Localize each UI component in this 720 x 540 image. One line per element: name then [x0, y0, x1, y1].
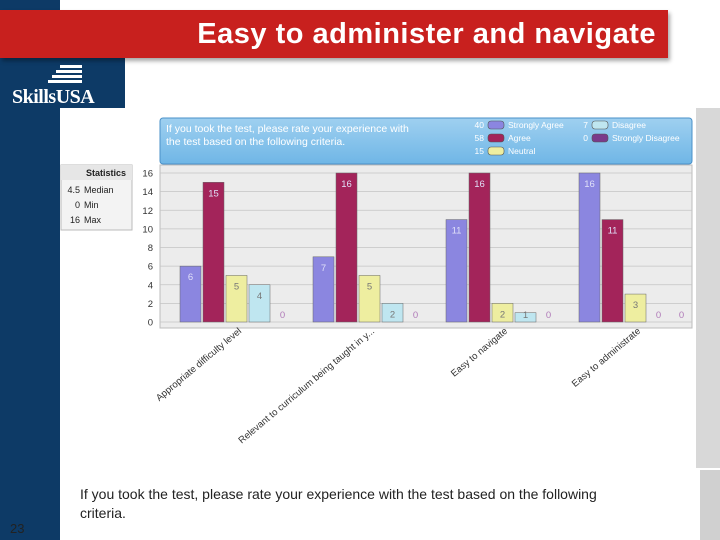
- legend-count: 0: [583, 133, 588, 143]
- statistics-value: 4.5: [67, 185, 80, 195]
- chart-legend: 40 Strongly Agree 58 Agree 15 Neutral 7 Disagre…: [475, 120, 680, 156]
- x-category-label: Appropriate difficulty level: [154, 326, 244, 404]
- legend-swatch: [487, 133, 505, 143]
- y-tick-label: 6: [148, 262, 153, 273]
- bar-value-label: 1: [523, 310, 528, 321]
- logo-emblem-icon: [48, 65, 82, 83]
- statistics-box: Statistics 4.5 Median 0 Min 16 Max: [60, 164, 133, 231]
- x-category-label: Easy to administrate: [570, 326, 643, 390]
- bar: [225, 275, 248, 323]
- legend-count: 58: [475, 133, 485, 143]
- statistics-title: Statistics: [86, 168, 126, 178]
- statistics-value: 0: [75, 200, 80, 210]
- slide-number: 23: [10, 521, 25, 536]
- bar-value-label: 7: [321, 263, 326, 274]
- legend-count: 7: [583, 120, 588, 130]
- right-edge-strip: [696, 108, 720, 468]
- legend-count: 40: [475, 120, 485, 130]
- bar: [335, 172, 358, 323]
- chart-title-line-2: the test based on the following criteria…: [166, 136, 345, 148]
- y-tick-label: 8: [148, 243, 153, 254]
- x-category-label: Easy to navigate: [449, 326, 510, 380]
- bar: [202, 182, 225, 323]
- bar-value-label: 5: [234, 281, 239, 292]
- y-tick-label: 4: [148, 280, 153, 291]
- statistics-label: Max: [84, 215, 102, 225]
- statistics-label: Min: [84, 200, 99, 210]
- x-category-label: Relevant to curriculum being taught in y…: [236, 326, 376, 446]
- y-tick-label: 14: [142, 187, 153, 198]
- bar-value-label: 0: [656, 310, 661, 321]
- bar: [514, 312, 537, 323]
- bar-value-label: 11: [608, 226, 618, 237]
- y-tick-label: 0: [148, 318, 153, 329]
- legend-swatch: [591, 120, 609, 130]
- bar-value-label: 0: [679, 310, 684, 321]
- legend-label: Strongly Agree: [508, 120, 564, 130]
- logo-text: SkillsUSA: [12, 86, 95, 108]
- y-tick-label: 12: [142, 206, 153, 217]
- bar-value-label: 0: [280, 310, 285, 321]
- bar-value-label: 11: [452, 226, 462, 237]
- right-edge-strip-lower: [700, 470, 720, 540]
- statistics-value: 16: [70, 215, 80, 225]
- bar-value-label: 2: [390, 309, 395, 320]
- legend-label: Disagree: [612, 120, 646, 130]
- bar-value-label: 16: [474, 179, 485, 190]
- bar-value-label: 3: [633, 300, 638, 311]
- legend-swatch: [591, 133, 609, 143]
- survey-bar-chart: If you took the test, please rate your e…: [60, 117, 693, 446]
- bar: [624, 293, 647, 323]
- title-bar: Easy to administer and navigate: [0, 10, 668, 58]
- bar-value-label: 16: [341, 179, 352, 190]
- legend-swatch: [487, 146, 505, 156]
- bar: [445, 219, 468, 323]
- legend-label: Neutral: [508, 146, 536, 156]
- y-tick-label: 16: [142, 169, 153, 180]
- bar-value-label: 2: [500, 309, 505, 320]
- chart-title-line-1: If you took the test, please rate your e…: [166, 123, 409, 135]
- bar: [491, 303, 514, 323]
- bar: [248, 284, 271, 323]
- bar-value-label: 0: [413, 310, 418, 321]
- bar-value-label: 0: [546, 310, 551, 321]
- bar: [468, 172, 491, 323]
- bar: [578, 172, 601, 323]
- bar: [601, 219, 624, 323]
- statistics-label: Median: [84, 185, 114, 195]
- legend-label: Agree: [508, 133, 531, 143]
- bar-value-label: 4: [257, 291, 262, 302]
- bar-value-label: 16: [584, 179, 595, 190]
- legend-swatch: [487, 120, 505, 130]
- legend-count: 15: [475, 146, 485, 156]
- bar: [358, 275, 381, 323]
- bar: [179, 265, 202, 323]
- y-tick-label: 2: [148, 299, 153, 310]
- bar-value-label: 15: [208, 188, 219, 199]
- skillsusa-logo: SkillsUSA: [8, 62, 118, 110]
- slide-title: Easy to administer and navigate: [197, 18, 656, 50]
- chart-gridlines: [160, 172, 692, 323]
- chart-header-panel: [159, 117, 693, 165]
- bar-value-label: 6: [188, 272, 193, 283]
- y-axis-ticks: 0 2 4 6 8 10 12 14 16: [142, 169, 153, 329]
- y-tick-label: 10: [142, 224, 153, 235]
- bar: [381, 303, 404, 323]
- footer-caption: If you took the test, please rate your e…: [80, 486, 597, 521]
- bar-value-label: 5: [367, 281, 372, 292]
- legend-label: Strongly Disagree: [612, 133, 680, 143]
- bar: [312, 256, 335, 323]
